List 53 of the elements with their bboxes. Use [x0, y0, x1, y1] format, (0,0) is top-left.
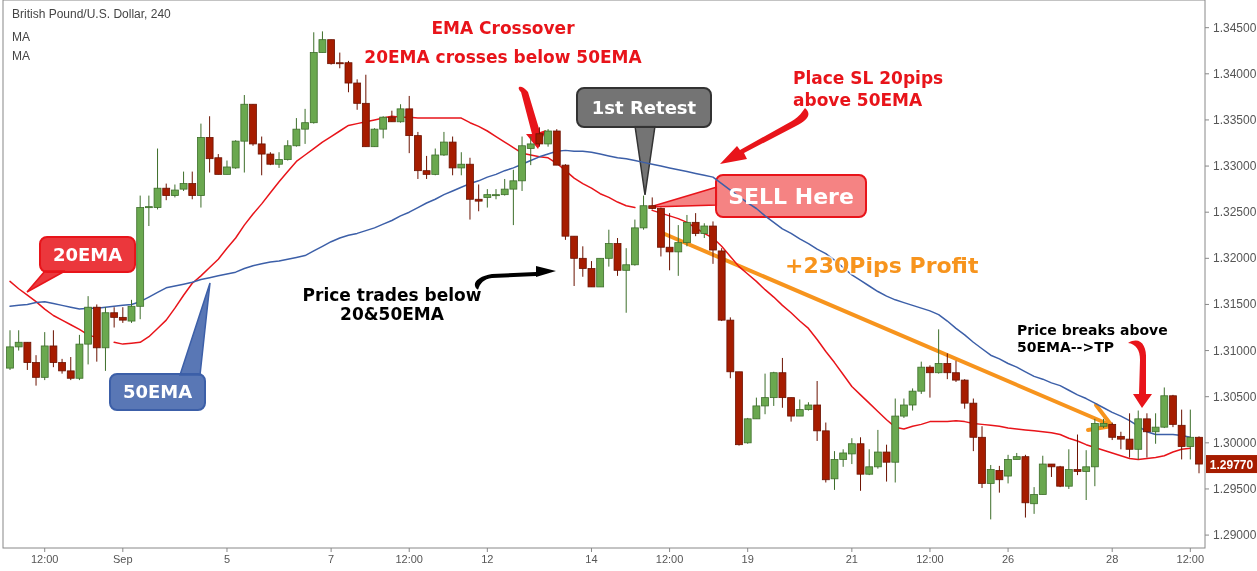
y-tick-label: 1.31000 — [1213, 343, 1257, 358]
x-tick-label: 14 — [585, 553, 598, 565]
x-tick-label: 12:00 — [30, 553, 59, 565]
candlestick — [396, 103, 405, 124]
x-tick-label: 12:00 — [655, 553, 684, 565]
y-tick-label: 1.33000 — [1213, 159, 1257, 174]
candlestick — [882, 444, 891, 483]
candlestick — [388, 110, 396, 123]
y-tick-label: 1.30500 — [1213, 389, 1257, 404]
candlestick — [926, 364, 934, 399]
annotation: EMA Crossover 20EMA crosses below 50EMA — [364, 18, 643, 67]
y-tick-label: 1.29000 — [1213, 528, 1257, 543]
annotation: MA — [12, 30, 30, 44]
annotation: Price trades below 20&50EMA — [302, 285, 482, 324]
candlestick — [934, 328, 943, 375]
y-tick-label: 1.29500 — [1213, 481, 1257, 496]
text: British Pound/U.S. Dollar, 240 — [12, 7, 172, 21]
x-tick-label: 7 — [328, 553, 335, 565]
candlestick — [691, 212, 700, 237]
candlestick — [1186, 409, 1195, 460]
x-tick-label: 12 — [481, 553, 494, 565]
text: 20EMA — [52, 243, 123, 265]
x-tick-label: Sep — [113, 553, 133, 565]
candlestick — [986, 464, 995, 520]
text: 50EMA — [122, 381, 193, 403]
x-tick-label: 12:00 — [1176, 553, 1205, 565]
text: 1.29770 — [1209, 457, 1254, 472]
candlestick — [1143, 412, 1151, 459]
annotation: Place SL 20pips above 50EMA — [793, 68, 944, 110]
candlestick — [995, 465, 1004, 494]
x-tick-label: 12:00 — [395, 553, 423, 565]
candlestick — [535, 126, 544, 148]
x-tick-label: 5 — [223, 553, 231, 565]
candlestick — [1177, 409, 1186, 460]
y-tick-label: 1.30000 — [1213, 435, 1257, 450]
candlestick — [457, 151, 466, 176]
y-tick-label: 1.33500 — [1213, 112, 1257, 127]
y-tick-label: 1.32500 — [1213, 205, 1257, 220]
candlestick — [1064, 448, 1073, 490]
candlestick — [1073, 434, 1082, 476]
x-tick-label: 28 — [1106, 553, 1119, 565]
annotation: 1st Retest — [591, 96, 697, 118]
candlestick — [188, 171, 197, 200]
annotation: MA — [12, 49, 30, 63]
x-tick-label: 26 — [1001, 553, 1015, 565]
x-tick-label: 21 — [845, 553, 858, 565]
annotation: Price breaks above 50EMA-->TP — [1017, 322, 1168, 355]
y-tick-label: 1.31500 — [1213, 297, 1257, 312]
y-tick-label: 1.34000 — [1213, 66, 1257, 81]
y-tick-label: 1.34500 — [1213, 20, 1257, 35]
x-tick-label: 19 — [741, 553, 754, 565]
x-tick-label: 12:00 — [916, 553, 944, 565]
y-tick-label: 1.32000 — [1213, 251, 1257, 266]
